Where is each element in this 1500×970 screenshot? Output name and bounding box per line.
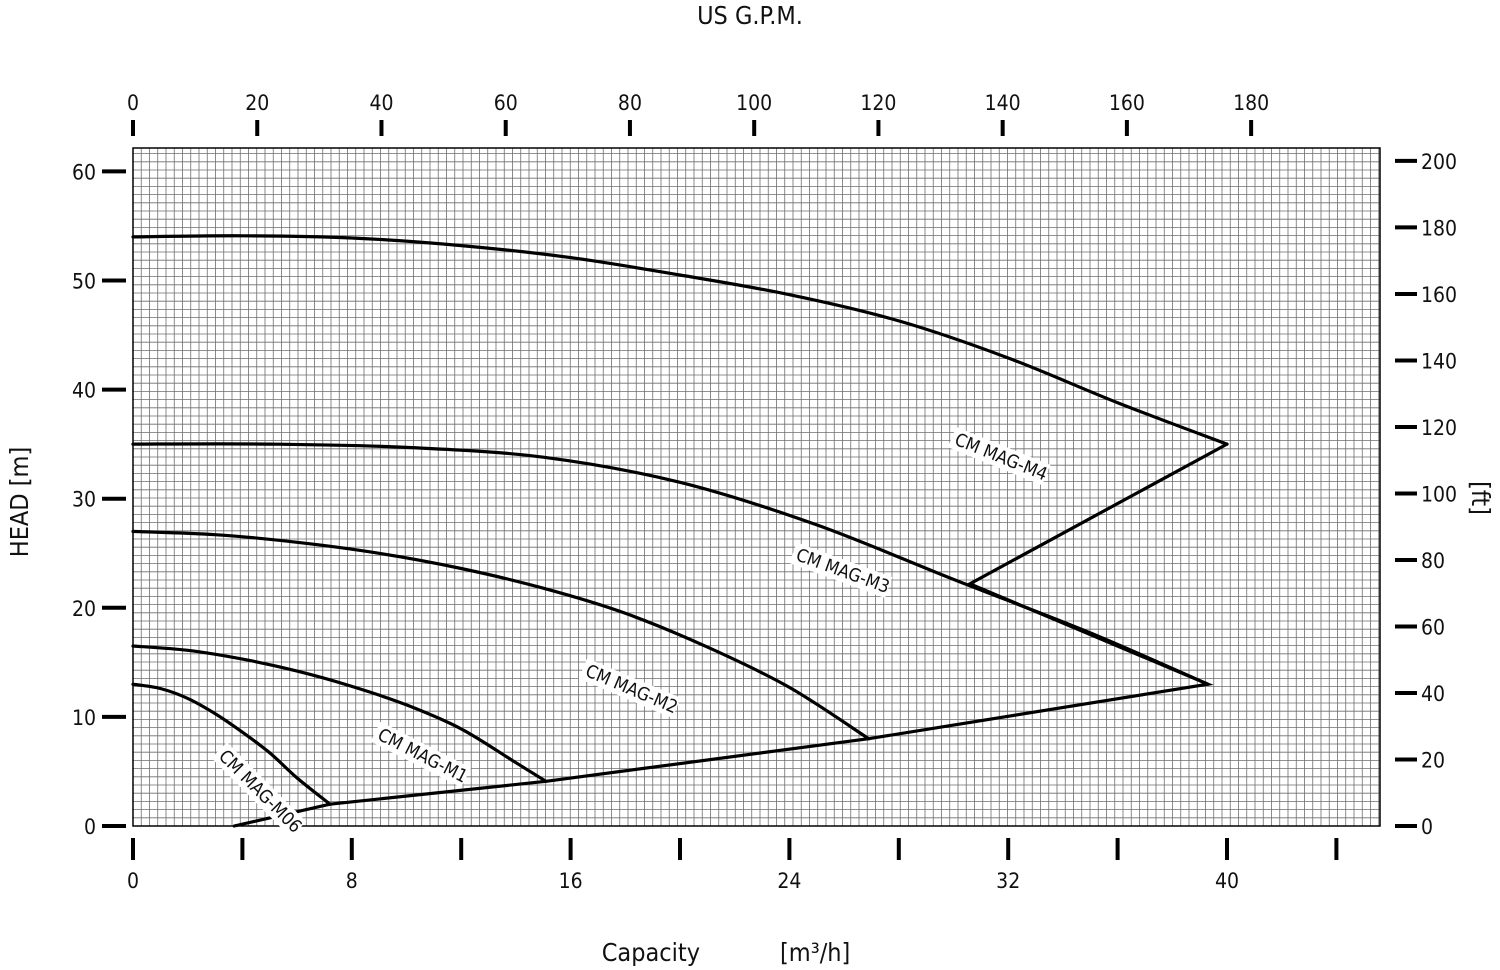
operating-limit-line [232,442,1229,828]
gpm-tick-label: 180 [1233,91,1269,115]
pump-curve-3 [131,442,1210,686]
gpm-tick-label: 40 [369,91,393,115]
pump-curve-1 [131,644,548,783]
ft-tick-label: 20 [1421,748,1445,772]
x-tick-label: 32 [996,869,1020,893]
plot-border [132,147,1381,827]
grid-lines [133,148,1380,826]
y-tick-label: 10 [72,706,96,730]
y-tick-label: 40 [72,379,96,403]
x-axis-title: Capacity [602,938,700,967]
ft-tick-label: 200 [1421,150,1457,174]
gpm-tick-label: 160 [1109,91,1145,115]
curve-label-bg [578,658,681,719]
ft-tick-label: 0 [1421,815,1433,839]
y-axis-title: HEAD [m] [5,447,34,557]
gpm-tick-label: 60 [494,91,518,115]
gpm-tick-label: 120 [860,91,896,115]
gpm-tick-label: 0 [127,91,139,115]
gpm-tick-label: 80 [618,91,642,115]
curve-label-text: CM MAG-M06 [214,746,305,837]
chart-grid [133,148,1380,826]
ft-tick-label: 80 [1421,549,1445,573]
x-axis-unit: [m³/h] [780,938,850,967]
curve-label-bg [789,542,893,598]
tick-labels: 0 8 16 24 32 40 0 20 40 60 80 100 120 140 160 180 0 10 20 3… [72,91,1457,893]
curve-label-bg [211,742,307,838]
x-tick-label: 16 [559,869,583,893]
pump-curve-4 [131,234,1229,446]
y-tick-label: 20 [72,597,96,621]
x-tick-label: 40 [1215,869,1239,893]
pump-curves [131,234,1229,828]
x-tick-label: 24 [777,869,801,893]
x-tick-label: 8 [346,869,358,893]
gpm-tick-label: 100 [736,91,772,115]
y-tick-label: 50 [72,270,96,294]
x-tick-label: 0 [127,869,139,893]
curve-label-3: CM MAG-M3 [789,542,893,598]
curve-label-bg [370,721,472,788]
y-right-axis-title: [ft] [1466,481,1495,515]
gpm-tick-label: 140 [985,91,1021,115]
ft-tick-label: 40 [1421,682,1445,706]
top-axis-title: US G.P.M. [697,1,803,30]
ft-tick-label: 140 [1421,349,1457,373]
ft-tick-label: 160 [1421,283,1457,307]
ft-tick-label: 180 [1421,216,1457,240]
gpm-tick-label: 20 [245,91,269,115]
curve-label-2: CM MAG-M2 [578,658,681,719]
curve-label-bg [947,426,1051,486]
ft-tick-label: 120 [1421,416,1457,440]
curve-label-1: CM MAG-M1 [370,721,472,788]
pump-curve-0 [131,682,332,806]
y-tick-label: 30 [72,488,96,512]
pump-curve-2 [131,529,871,741]
y-tick-label: 60 [72,160,96,184]
y-tick-label: 0 [84,815,96,839]
ft-tick-label: 100 [1421,482,1457,506]
curve-label-text: CM MAG-M2 [582,661,680,719]
curve-label-0: CM MAG-M06 [211,742,307,838]
ft-tick-label: 60 [1421,615,1445,639]
axes-ticks [102,120,1417,860]
